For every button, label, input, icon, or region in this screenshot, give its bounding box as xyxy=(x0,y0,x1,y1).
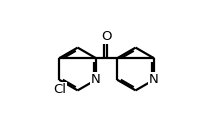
Text: O: O xyxy=(101,30,112,43)
Text: N: N xyxy=(149,73,159,86)
Text: Cl: Cl xyxy=(53,83,66,96)
Text: N: N xyxy=(91,73,100,86)
